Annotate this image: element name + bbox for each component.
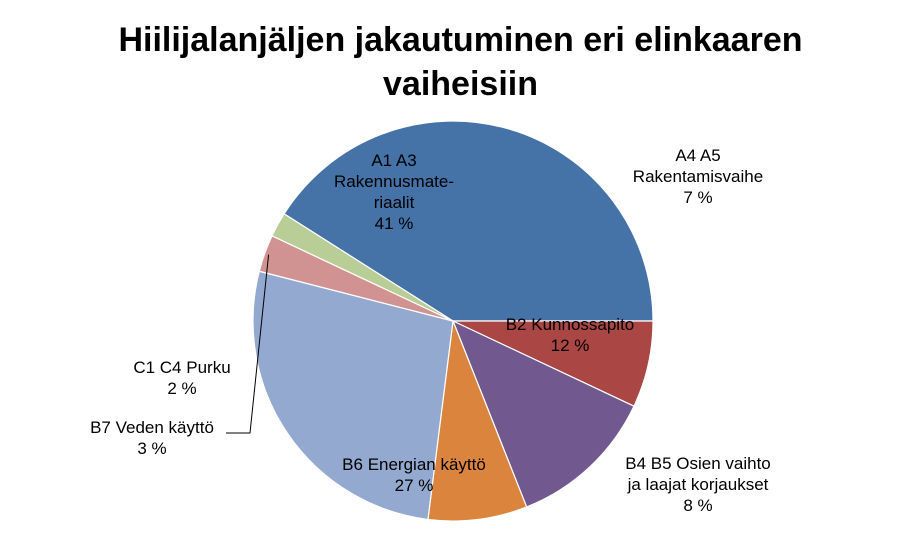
- slice-label-1: A1 A3 Rakennusmate-riaalit 41 %: [334, 151, 454, 233]
- slice-label-4: B4 B5 Osien vaihto ja laajat korjaukset 8 …: [625, 454, 771, 515]
- slice-label-line: B6 Energian käyttö: [342, 455, 486, 474]
- chart-title-line-2: vaiheisiin: [383, 65, 538, 103]
- slice-label-5: B6 Energian käyttö 27 %: [342, 455, 486, 495]
- slice-label-7: C1 C4 Purku 2 %: [133, 358, 230, 398]
- slice-label-line: Rakennusmate-: [334, 172, 454, 191]
- slice-value-6: 3 %: [137, 439, 166, 458]
- pie-slice-1: [283, 120, 654, 322]
- slice-label-line: C1 C4 Purku: [133, 358, 230, 377]
- pie-slice-7: [271, 213, 454, 322]
- slice-label-2: A4 A5 Rakentamisvaihe 7 %: [633, 146, 763, 207]
- slice-label-line: ja laajat korjaukset: [627, 475, 769, 494]
- slice-value-5: 27 %: [395, 476, 434, 495]
- chart-title: Hiilijalanjäljen jakautuminen eri elinka…: [0, 18, 921, 106]
- slice-label-line: B7 Veden käyttö: [90, 418, 214, 437]
- slice-label-3: B2 Kunnossapito 12 %: [506, 315, 635, 355]
- slice-value-2: 7 %: [683, 188, 712, 207]
- pie-slice-3: [451, 319, 635, 508]
- slice-label-line: B4 B5 Osien vaihto: [625, 454, 771, 473]
- slice-value-3: 12 %: [551, 336, 590, 355]
- slice-value-4: 8 %: [683, 496, 712, 515]
- slice-label-line: A1 A3: [371, 151, 416, 170]
- chart-title-line-1: Hiilijalanjäljen jakautuminen eri elinka…: [118, 21, 803, 59]
- pie-slice-4: [427, 320, 528, 522]
- slice-label-line: B2 Kunnossapito: [506, 315, 635, 334]
- leader-line-b7: [226, 254, 270, 434]
- slice-label-6: B7 Veden käyttö 3 %: [90, 418, 214, 458]
- slice-label-line: A4 A5: [675, 146, 720, 165]
- slice-value-1: 41 %: [375, 214, 414, 233]
- slice-label-line: Rakentamisvaihe: [633, 167, 763, 186]
- pie-slice-5: [252, 270, 454, 521]
- slice-value-7: 2 %: [167, 379, 196, 398]
- slice-label-line: riaalit: [374, 193, 415, 212]
